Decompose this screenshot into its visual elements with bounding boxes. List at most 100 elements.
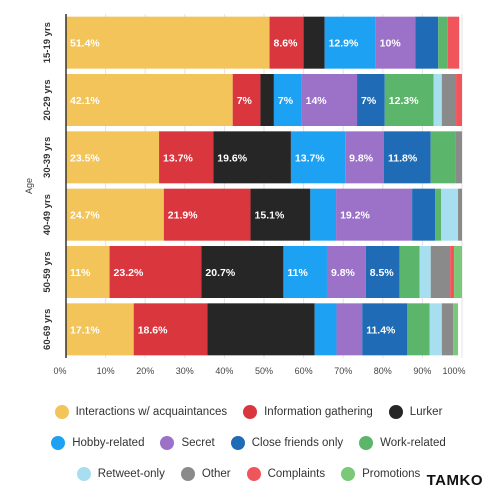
data-label: 7% (237, 95, 253, 107)
bar-segment (384, 74, 434, 126)
y-axis-title: Age (24, 178, 34, 194)
bar-segment (269, 16, 304, 69)
category-label: 20-29 yrs (42, 79, 53, 120)
data-label: 8.5% (370, 267, 395, 279)
bar-segment (66, 246, 110, 298)
data-label: 23.5% (70, 152, 100, 164)
data-label: 11.4% (366, 324, 396, 336)
bar-segment (362, 303, 408, 356)
bar-segment (133, 303, 208, 356)
bar-segment (66, 131, 160, 184)
legend-swatch (246, 466, 261, 481)
bar-segment (441, 303, 454, 356)
bar-segment (450, 246, 455, 298)
bar-segment (314, 303, 337, 356)
data-label: 15.1% (255, 210, 285, 222)
x-tick-label: 50% (255, 366, 273, 376)
category-label: 15-19 yrs (42, 22, 53, 63)
bar-segment (324, 16, 376, 69)
legend-item: Work-related (359, 435, 446, 450)
category-label: 40-49 yrs (42, 194, 53, 235)
legend-item: Retweet-only (76, 466, 165, 481)
data-label: 11% (70, 267, 91, 279)
bar-segment (66, 16, 270, 69)
bar-segment (201, 246, 284, 298)
legend-item: Complaints (246, 466, 326, 481)
bar-segment (303, 16, 325, 69)
legend-label: Secret (181, 436, 215, 449)
legend-label: Lurker (409, 405, 443, 418)
legend-item: Secret (160, 435, 215, 450)
data-label: 13.7% (163, 152, 193, 164)
bar-segment (455, 131, 462, 184)
bar-segment (66, 303, 134, 356)
legend-label: Interactions w/ acquaintances (75, 405, 228, 418)
bar-segment (430, 246, 451, 298)
legend-label: Information gathering (264, 405, 373, 418)
bar-segment (357, 74, 385, 126)
bar-segment (336, 188, 413, 241)
legend-item: Close friends only (230, 435, 344, 450)
x-tick-label: 70% (334, 366, 352, 376)
brand-logo: TAMKO (426, 472, 483, 489)
bar-segment (290, 131, 346, 184)
data-label: 7% (278, 95, 294, 107)
bar-segment (419, 246, 431, 298)
bar-segment (438, 16, 448, 69)
legend-item: Hobby-related (51, 435, 145, 450)
category-label: 30-39 yrs (42, 137, 53, 178)
data-label: 8.6% (274, 38, 299, 50)
legend-swatch (76, 466, 91, 481)
data-label: 9.8% (349, 152, 374, 164)
bar-segment (435, 188, 442, 241)
legend-swatch (180, 466, 195, 481)
data-label: 17.1% (70, 324, 100, 336)
x-tick-label: 80% (374, 366, 392, 376)
legend-item: Other (180, 466, 231, 481)
bar-segment (415, 16, 439, 69)
category-label: 50-59 yrs (42, 251, 53, 292)
bar-segment (66, 188, 164, 241)
bar-segment (441, 74, 457, 126)
bar-segment (310, 188, 337, 241)
bar-segment (345, 131, 384, 184)
x-tick-label: 90% (413, 366, 431, 376)
bar-segment (326, 246, 366, 298)
bar-segment (407, 303, 430, 356)
legend-swatch (230, 435, 245, 450)
data-label: 7% (361, 95, 377, 107)
bar-segment (365, 246, 400, 298)
stacked-bar-chart: 51.4% 8.6% 12.9% 10% 15-19 yrs 42.1% 7% 7% 14% 7%… (24, 14, 466, 376)
bar-segment (399, 246, 420, 298)
data-label: 21.9% (168, 210, 198, 222)
bar-segment (447, 16, 460, 69)
bar-segment (458, 188, 462, 241)
legend-item: Promotions (341, 466, 420, 481)
legend-label: Close friends only (251, 436, 344, 449)
bar-segment (283, 246, 327, 298)
x-tick-label: 20% (136, 366, 154, 376)
bar-segment (453, 303, 459, 356)
legend-swatch (388, 404, 403, 419)
data-label: 23.2% (114, 267, 144, 279)
bar-segment (412, 188, 436, 241)
legend-swatch (160, 435, 175, 450)
bar-segment (383, 131, 431, 184)
bar-segment (109, 246, 202, 298)
x-tick-label: 0% (53, 366, 66, 376)
legend-item: Interactions w/ acquaintances (54, 404, 228, 419)
legend-label: Hobby-related (72, 436, 145, 449)
bar-segment (163, 188, 251, 241)
bar-segment (273, 74, 302, 126)
bar-segment (260, 74, 274, 126)
legend-label: Complaints (267, 467, 326, 480)
data-label: 24.7% (70, 210, 100, 222)
bar-segment (301, 74, 358, 126)
data-label: 51.4% (70, 38, 100, 50)
legend-item: Lurker (388, 404, 443, 419)
category-label: 60-69 yrs (42, 309, 53, 350)
x-tick-label: 100% (442, 366, 465, 376)
bar-segment (213, 131, 291, 184)
bar-segment (454, 246, 462, 298)
bar-segment (433, 74, 442, 126)
